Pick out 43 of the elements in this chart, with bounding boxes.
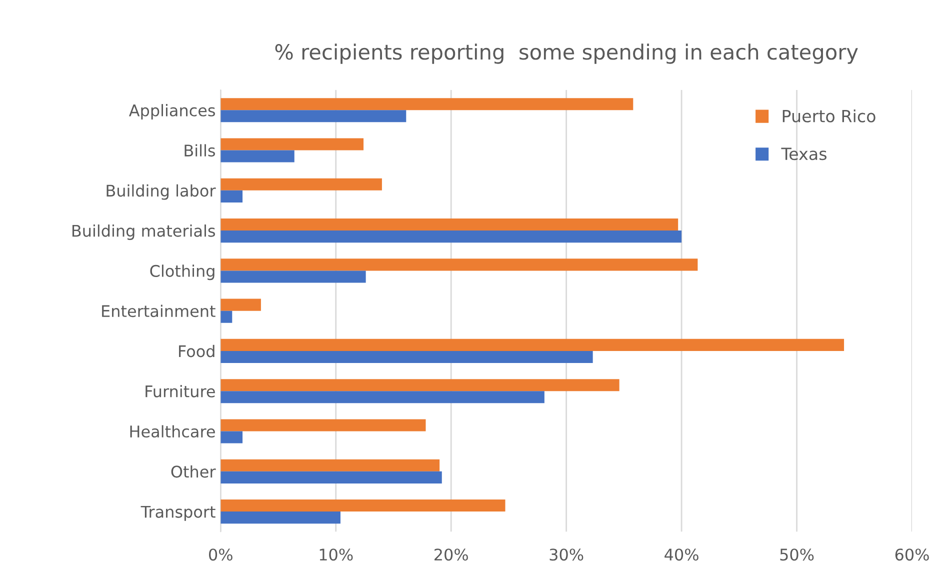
y-tick-label: Clothing [150,264,214,280]
bar [220,419,426,432]
bar [220,391,544,404]
x-tick-label: 50% [780,548,814,561]
x-tick-label: 20% [434,548,468,561]
y-tick-label: Bills [184,144,215,157]
legend-label: Texas [781,148,826,160]
bar [220,379,620,392]
y-tick-label: Food [179,344,214,358]
bar [220,190,243,202]
y-tick-label: Transport [140,506,216,521]
legend-label: Puerto Rico [782,109,876,122]
bar [220,218,678,231]
bar [220,270,366,283]
bar [220,431,243,444]
y-tick-label: Appliances [128,104,215,120]
chart-title: % recipients reporting some spending in each category [275,44,858,64]
bar [220,298,261,311]
bar [220,110,406,122]
y-tick-label: Healthcare [130,425,215,438]
bar [220,230,682,243]
bar [220,138,364,150]
bar [220,310,232,323]
bar [220,512,340,524]
x-tick-label: 10% [320,548,353,561]
y-tick-label: Building materials [72,224,215,240]
y-tick-label: Furniture [146,385,215,398]
bar [220,178,382,190]
bar [220,471,442,484]
y-tick-label: Building labor [106,184,216,200]
bar [220,459,440,472]
bar [220,258,698,271]
x-tick-label: 40% [664,548,698,561]
bar [220,98,634,110]
bar [220,150,294,162]
bar [220,500,506,512]
x-tick-label: 0% [209,548,232,561]
y-tick-label: Other [171,465,216,478]
x-tick-label: 30% [550,548,584,561]
x-tick-label: 60% [895,548,929,561]
bar [220,350,593,364]
y-tick-label: Entertainment [102,304,216,318]
bar [220,338,844,351]
